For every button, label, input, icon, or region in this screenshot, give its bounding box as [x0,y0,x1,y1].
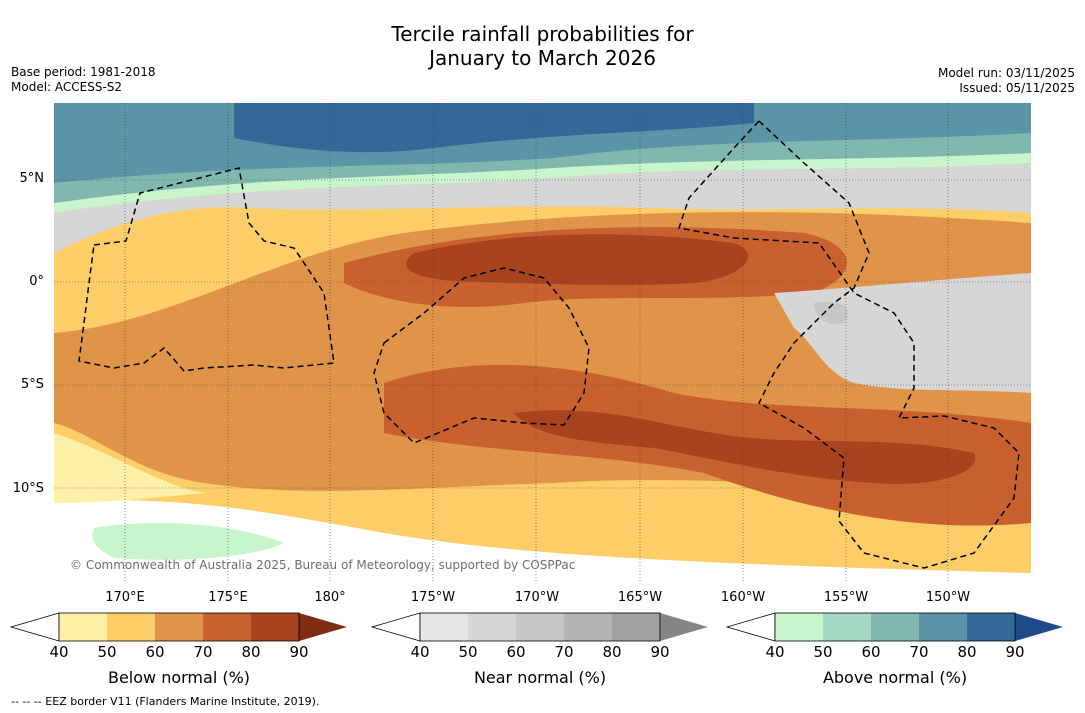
colorbar-near-label: Near normal (%) [473,668,607,687]
colorbar-near-seg-4 [564,613,612,641]
below-tick-40: 40 [49,643,69,661]
above-tick-60: 60 [861,643,881,661]
meta-left: Base period: 1981-2018 Model: ACCESS-S2 [11,65,156,95]
near-tick-40: 40 [410,643,430,661]
eez-legend-note: -- -- -- EEZ border V11 (Flanders Marine… [11,695,320,708]
eez-borders [78,119,1020,569]
lat-label-5n: 5°N [19,171,45,186]
no-signal-south [54,500,1031,581]
colorbar-above-seg-5 [967,613,1015,641]
lon-label-165w: 165°W [617,590,663,605]
near-tick-70: 70 [554,643,574,661]
model-name: Model: ACCESS-S2 [11,80,123,94]
lon-label-155w: 155°W [823,590,869,605]
near-tick-50: 50 [458,643,478,661]
near-normal-patch [814,301,848,325]
lon-label-175w: 175°W [410,590,456,605]
above-tick-80: 80 [957,643,977,661]
colorbar-above [725,612,1063,642]
meta-right: Model run: 03/11/2025 Issued: 05/11/2025 [938,66,1075,96]
colorbar-above-seg-1 [775,613,823,641]
rainfall-probability-map [54,103,1031,581]
colorbar-above-seg-4 [919,613,967,641]
lon-label-170w: 170°W [514,590,560,605]
below-normal-band-80-north [406,234,749,286]
colorbar-above-max-triangle [1015,613,1063,641]
below-tick-60: 60 [145,643,165,661]
colorbar-near-max-triangle [660,613,708,641]
colorbar-below-seg-3 [155,613,203,641]
lat-label-10s: 10°S [12,481,44,496]
colorbar-below-seg-2 [107,613,155,641]
colorbar-below-min-triangle [9,612,60,642]
colorbar-above-seg-2 [823,613,871,641]
base-period: Base period: 1981-2018 [11,65,156,79]
title-line-2: January to March 2026 [429,46,656,70]
colorbar-above-label: Above normal (%) [822,668,968,687]
near-tick-60: 60 [506,643,526,661]
title-line-1: Tercile rainfall probabilities for [391,22,694,46]
lon-label-175e: 175°E [208,590,248,605]
above-normal-patch-south [92,523,285,560]
lon-label-150w: 150°W [925,590,971,605]
above-normal-band-40 [54,153,1031,213]
below-tick-80: 80 [241,643,261,661]
below-tick-90: 90 [289,643,309,661]
above-tick-40: 40 [765,643,785,661]
near-tick-80: 80 [602,643,622,661]
colorbar-near-min-triangle [370,612,421,642]
eez-border-central [373,267,590,444]
colorbar-below-seg-4 [203,613,251,641]
eez-border-west [78,167,335,372]
near-normal-band-north [54,163,1031,253]
colorbar-below-seg-1 [59,613,107,641]
map-title: Tercile rainfall probabilities for Janua… [0,22,1085,70]
issued-date: Issued: 05/11/2025 [959,81,1075,95]
below-tick-50: 50 [97,643,117,661]
lon-label-170e: 170°E [105,590,145,605]
colorbar-near-seg-1 [420,613,468,641]
colorbar-below-seg-5 [251,613,299,641]
lon-label-180: 180° [314,590,346,605]
lon-label-160w: 160°W [720,590,766,605]
colorbar-above-min-triangle [725,612,776,642]
above-tick-90: 90 [1005,643,1025,661]
below-normal-band-80-south [514,410,976,484]
colorbar-near [370,612,708,642]
above-tick-50: 50 [813,643,833,661]
colorbar-near-seg-2 [468,613,516,641]
below-normal-band-40-west [54,433,204,503]
colorbar-below-max-triangle [299,613,347,641]
colorbar-below [9,612,347,642]
map-svg [54,103,1031,581]
gridlines [54,103,1031,581]
below-tick-70: 70 [193,643,213,661]
colorbars-svg [9,612,1063,642]
colorbar-near-seg-3 [516,613,564,641]
colorbar-near-seg-5 [612,613,660,641]
above-normal-band-90 [234,103,754,153]
colorbar-below-label: Below normal (%) [107,668,251,687]
above-tick-70: 70 [909,643,929,661]
copyright-notice: © Commonwealth of Australia 2025, Bureau… [70,558,576,572]
near-tick-90: 90 [650,643,670,661]
lat-label-5s: 5°S [20,377,44,392]
lat-label-0: 0° [29,274,44,289]
eez-border-east [678,119,1020,569]
model-run: Model run: 03/11/2025 [937,66,1075,80]
colorbar-above-seg-3 [871,613,919,641]
